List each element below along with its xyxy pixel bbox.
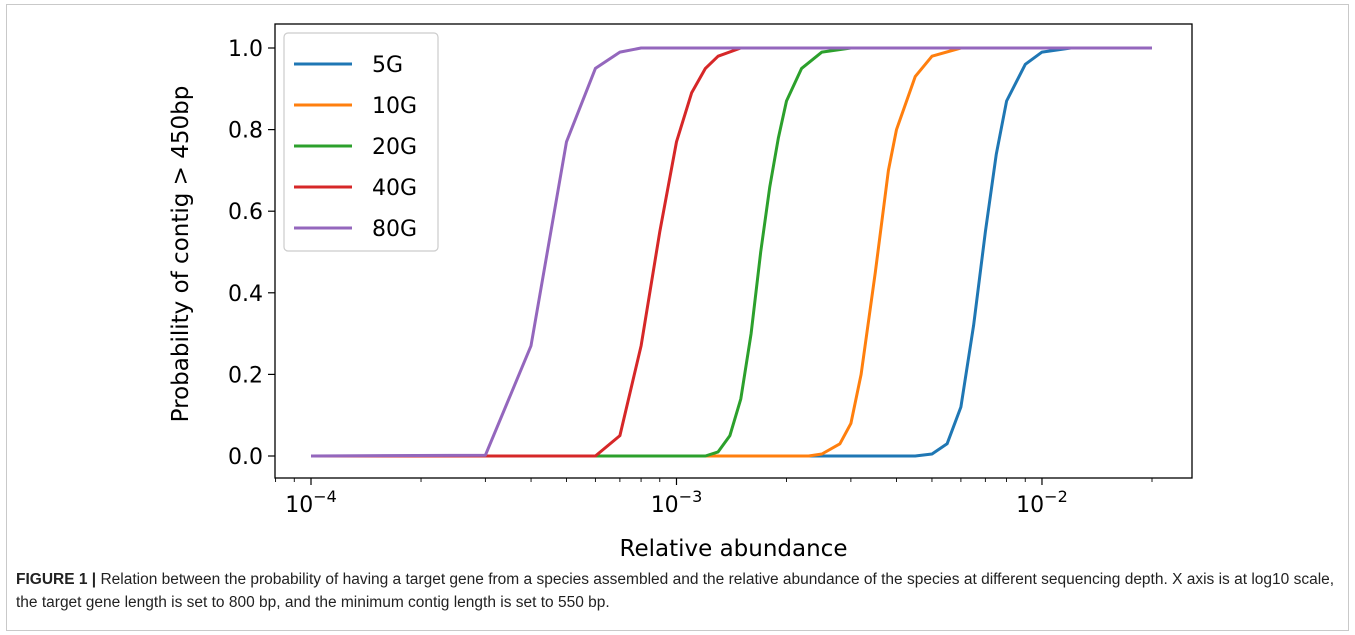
series-line-80g [310, 46, 1152, 458]
figure-caption: FIGURE 1 | Relation between the probabil… [16, 568, 1341, 614]
y-tick-label: 0.6 [228, 200, 263, 225]
figure-frame [6, 4, 1349, 631]
line-chart: 0.0 0.2 0.4 0.6 0.8 1.0 10−4 10−3 10−2 5G 10G 20G… [168, 23, 1193, 562]
legend-label: 5G [372, 53, 403, 78]
legend-box [283, 32, 439, 252]
caption-text: Relation between the probability of havi… [16, 571, 1335, 611]
y-tick-label: 0.8 [228, 119, 263, 144]
series-line-5g [311, 46, 1152, 458]
y-axis-label: Probability of contig > 450bp [168, 86, 194, 423]
legend: 5G 10G 20G 40G 80G [283, 32, 439, 252]
plot-area-border [274, 23, 1193, 479]
legend-label: 20G [372, 135, 417, 160]
legend-label: 40G [372, 176, 417, 201]
y-ticks: 0.0 0.2 0.4 0.6 0.8 1.0 [228, 37, 275, 470]
x-tick-label: 10−3 [651, 487, 703, 518]
y-tick-label: 0.4 [228, 282, 263, 307]
x-axis-label: Relative abundance [620, 536, 848, 562]
legend-label: 80G [372, 217, 417, 242]
y-tick-label: 0.0 [228, 445, 263, 470]
series-line-10g [311, 46, 1152, 458]
series-line-20g [311, 46, 1152, 458]
legend-label: 10G [372, 94, 417, 119]
x-tick-label: 10−2 [1016, 487, 1068, 518]
series-line-40g [311, 46, 1152, 458]
caption-label: FIGURE 1 | [16, 571, 97, 588]
x-tick-label: 10−4 [285, 487, 337, 518]
y-tick-label: 1.0 [228, 37, 263, 62]
series-lines [310, 46, 1152, 458]
y-tick-label: 0.2 [228, 363, 263, 388]
x-ticks: 10−4 10−3 10−2 [275, 478, 1153, 518]
